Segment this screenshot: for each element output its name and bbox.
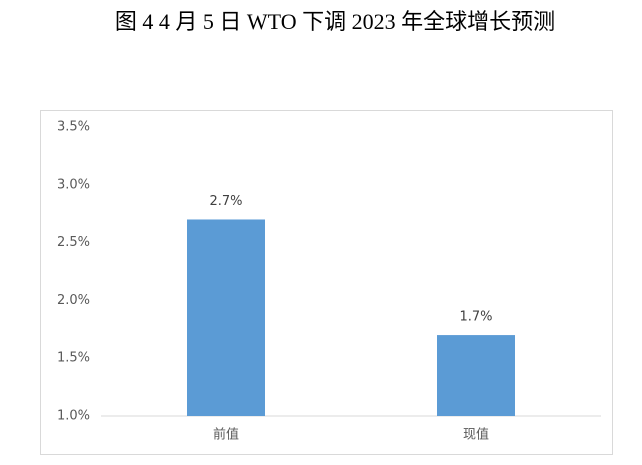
bar: [187, 219, 265, 416]
y-tick-label: 1.5%: [57, 351, 90, 366]
x-tick-label: 前值: [213, 427, 239, 443]
y-tick-label: 3.0%: [57, 177, 90, 192]
data-label: 2.7%: [209, 194, 242, 209]
x-tick-label: 现值: [463, 427, 489, 443]
y-tick-label: 3.5%: [57, 120, 90, 135]
bar: [437, 335, 515, 416]
chart-frame: [40, 110, 613, 455]
y-tick-label: 2.5%: [57, 235, 90, 250]
y-tick-label: 2.0%: [57, 293, 90, 308]
y-tick-label: 1.0%: [57, 409, 90, 424]
chart-title: 图 4 4 月 5 日 WTO 下调 2023 年全球增长预测: [115, 9, 555, 34]
data-label: 1.7%: [459, 310, 492, 325]
